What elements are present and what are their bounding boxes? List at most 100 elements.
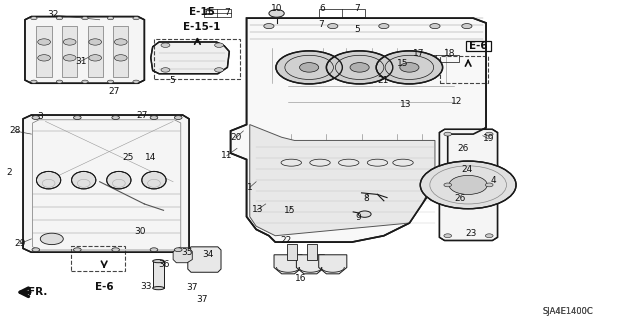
Text: 6: 6 [204, 8, 210, 17]
Circle shape [89, 55, 102, 61]
Circle shape [82, 17, 88, 20]
Circle shape [485, 132, 493, 136]
Text: 3: 3 [37, 112, 43, 121]
Text: 21: 21 [377, 76, 388, 85]
Text: 7: 7 [225, 8, 230, 17]
Circle shape [264, 24, 274, 29]
Text: 13: 13 [252, 205, 263, 214]
Text: 16: 16 [295, 274, 307, 283]
Polygon shape [230, 18, 486, 242]
Text: 36: 36 [158, 260, 170, 270]
Circle shape [112, 248, 120, 252]
Ellipse shape [153, 286, 164, 290]
Circle shape [115, 55, 127, 61]
Text: 13: 13 [400, 100, 412, 109]
Circle shape [358, 211, 371, 217]
Ellipse shape [107, 171, 131, 189]
Circle shape [379, 24, 389, 29]
Circle shape [82, 80, 88, 83]
Text: E-15: E-15 [189, 7, 215, 17]
Text: 5: 5 [169, 76, 175, 85]
Circle shape [214, 68, 223, 72]
Polygon shape [23, 115, 189, 252]
Text: 31: 31 [76, 56, 87, 65]
Circle shape [430, 24, 440, 29]
Text: SJA4E1400C: SJA4E1400C [543, 307, 593, 316]
Circle shape [350, 63, 369, 72]
Text: FR.: FR. [28, 287, 47, 297]
Circle shape [31, 80, 37, 83]
Circle shape [420, 161, 516, 209]
Text: 30: 30 [134, 227, 146, 236]
Bar [154, 39, 240, 78]
Bar [71, 246, 125, 271]
Text: 17: 17 [413, 48, 425, 58]
Circle shape [56, 17, 63, 20]
Polygon shape [250, 124, 435, 236]
Circle shape [214, 43, 223, 48]
Circle shape [444, 183, 452, 187]
Text: 12: 12 [451, 97, 462, 106]
Circle shape [108, 80, 114, 83]
Text: 37: 37 [186, 283, 198, 292]
Text: 34: 34 [202, 250, 214, 259]
Circle shape [161, 68, 170, 72]
Circle shape [300, 63, 319, 72]
Circle shape [133, 80, 140, 83]
Circle shape [40, 233, 63, 245]
Text: 11: 11 [221, 151, 232, 160]
Text: E-6: E-6 [95, 282, 113, 292]
Polygon shape [153, 261, 164, 288]
Circle shape [485, 234, 493, 238]
Bar [88, 26, 103, 77]
Bar [113, 26, 129, 77]
Circle shape [376, 51, 443, 84]
Text: 27: 27 [109, 87, 120, 96]
Circle shape [74, 248, 81, 252]
Circle shape [108, 17, 114, 20]
Text: 2: 2 [7, 168, 12, 177]
Circle shape [38, 39, 51, 45]
Text: 14: 14 [145, 153, 156, 162]
Text: 25: 25 [123, 153, 134, 162]
Circle shape [161, 43, 170, 48]
Circle shape [485, 183, 493, 187]
Circle shape [150, 116, 158, 120]
Text: 32: 32 [47, 11, 59, 19]
Text: 8: 8 [363, 194, 369, 203]
Circle shape [63, 55, 76, 61]
Circle shape [32, 116, 40, 120]
Text: 35: 35 [181, 248, 193, 257]
Circle shape [150, 248, 158, 252]
Text: 22: 22 [280, 236, 292, 245]
Text: 26: 26 [455, 194, 466, 203]
Bar [413, 55, 459, 62]
Text: 10: 10 [271, 4, 282, 13]
Circle shape [112, 116, 120, 120]
Text: 7: 7 [319, 20, 324, 29]
Circle shape [174, 116, 182, 120]
Text: SJA4E1400C: SJA4E1400C [543, 307, 593, 316]
Text: 1: 1 [247, 183, 253, 192]
Text: 33: 33 [141, 282, 152, 291]
Circle shape [276, 51, 342, 84]
Text: 27: 27 [137, 111, 148, 120]
Text: 29: 29 [14, 239, 26, 248]
Text: E-6: E-6 [469, 41, 488, 51]
Polygon shape [173, 248, 192, 263]
Text: 37: 37 [196, 295, 208, 304]
Text: 5: 5 [354, 26, 360, 34]
Circle shape [32, 248, 40, 252]
Polygon shape [319, 255, 347, 274]
Text: 24: 24 [461, 165, 472, 174]
Circle shape [444, 234, 452, 238]
Circle shape [174, 248, 182, 252]
Circle shape [462, 24, 472, 29]
Circle shape [56, 80, 63, 83]
Polygon shape [188, 247, 221, 272]
Bar [36, 26, 52, 77]
Circle shape [449, 175, 487, 195]
Polygon shape [274, 255, 302, 274]
Polygon shape [287, 244, 297, 260]
Text: 26: 26 [458, 144, 468, 153]
